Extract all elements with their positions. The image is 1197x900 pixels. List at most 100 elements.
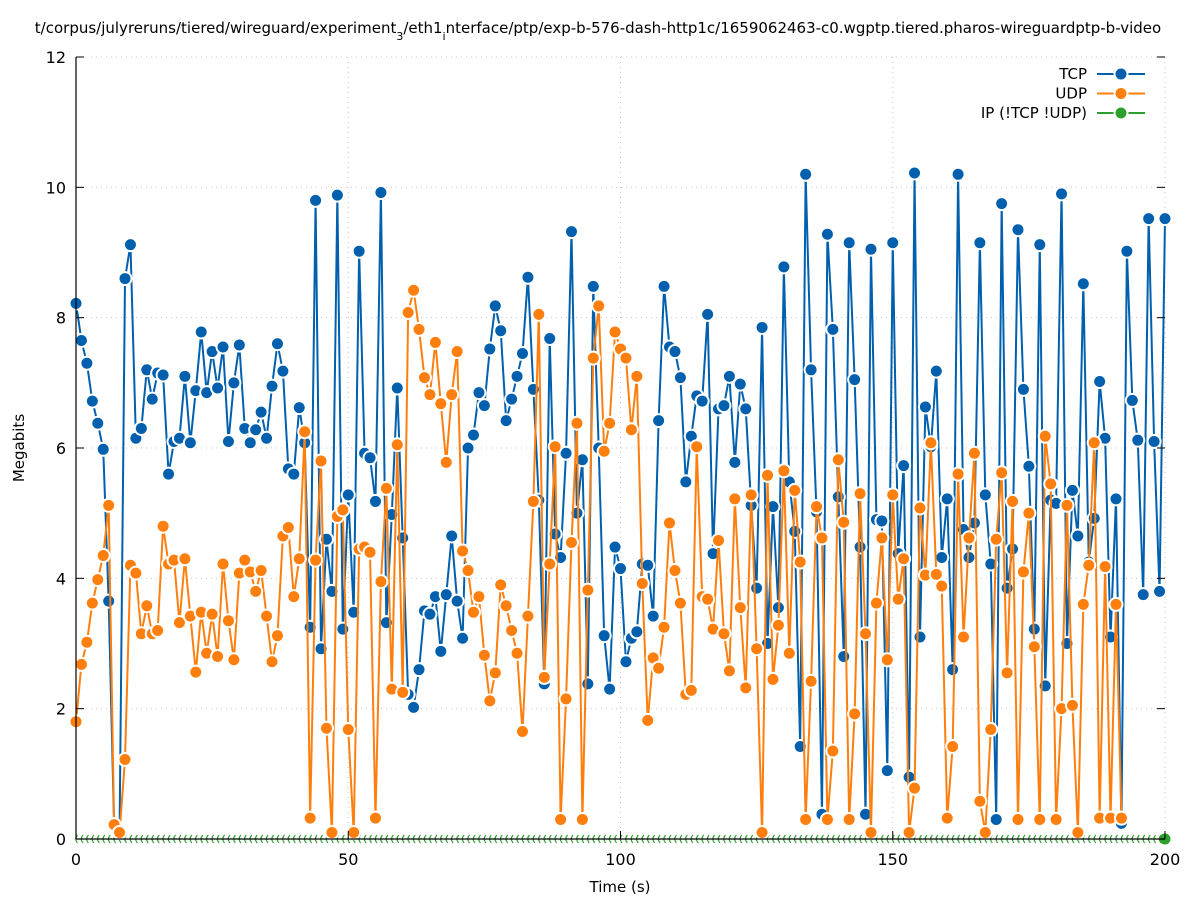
data-point <box>1130 432 1146 448</box>
legend-marker-swatch <box>1113 86 1129 101</box>
data-point <box>727 454 743 470</box>
data-point <box>1064 482 1080 498</box>
data-point <box>939 491 955 507</box>
title-segment: /eth1 <box>403 19 442 37</box>
data-point <box>291 400 307 416</box>
data-point <box>1119 243 1135 259</box>
data-point <box>275 363 291 379</box>
data-point <box>150 622 166 638</box>
data-point <box>139 598 155 614</box>
data-point <box>302 810 318 826</box>
data-point <box>259 608 275 624</box>
data-point <box>188 664 204 680</box>
data-point <box>912 500 928 516</box>
data-point <box>264 654 280 670</box>
data-point <box>438 587 454 603</box>
y-tick-label: 10 <box>46 178 66 197</box>
data-point <box>476 647 492 663</box>
data-point <box>721 368 737 384</box>
data-point <box>498 598 514 614</box>
data-point <box>237 552 253 568</box>
data-point <box>672 370 688 386</box>
data-point <box>966 445 982 461</box>
data-point <box>362 450 378 466</box>
data-point <box>569 415 585 431</box>
data-point <box>395 684 411 700</box>
data-point <box>1026 639 1042 655</box>
data-point <box>907 165 923 181</box>
data-point <box>1092 374 1108 390</box>
data-point <box>1010 222 1026 238</box>
data-point <box>988 811 1004 827</box>
data-point <box>553 811 569 827</box>
data-point <box>923 435 939 451</box>
data-point <box>1064 697 1080 713</box>
y-axis-label: Megabits <box>10 414 28 482</box>
data-point <box>618 350 634 366</box>
data-point <box>814 530 830 546</box>
data-point <box>585 278 601 294</box>
data-point <box>101 497 117 513</box>
data-point <box>983 722 999 738</box>
legend-item: UDP <box>1055 85 1145 103</box>
data-point <box>879 652 895 668</box>
grid-lines <box>76 56 1166 839</box>
data-point <box>264 378 280 394</box>
data-point <box>226 652 242 668</box>
data-point <box>983 556 999 572</box>
data-point <box>286 589 302 605</box>
data-point <box>155 518 171 534</box>
data-point <box>798 166 814 182</box>
data-point <box>1097 559 1113 575</box>
data-point <box>825 321 841 337</box>
data-point <box>994 465 1010 481</box>
data-point <box>950 166 966 182</box>
data-point <box>803 673 819 689</box>
data-point <box>1135 587 1151 603</box>
y-tick-label: 4 <box>56 569 66 588</box>
x-axis-label: Time (s) <box>589 878 651 896</box>
data-point <box>781 645 797 661</box>
data-point <box>885 487 901 503</box>
data-point <box>716 626 732 642</box>
data-point <box>308 192 324 208</box>
data-point <box>776 259 792 275</box>
data-point <box>1015 381 1031 397</box>
data-point <box>416 370 432 386</box>
data-point <box>542 331 558 347</box>
title-subscript: i <box>443 30 446 43</box>
data-point <box>754 824 770 840</box>
data-point <box>373 574 389 590</box>
data-point <box>1005 493 1021 509</box>
data-point <box>215 556 231 572</box>
data-point <box>841 811 857 827</box>
data-point <box>700 591 716 607</box>
data-point <box>297 424 313 440</box>
x-tick-label: 100 <box>605 850 636 869</box>
data-point <box>760 467 776 483</box>
data-point <box>117 271 133 287</box>
data-point <box>607 324 623 340</box>
data-point <box>977 824 993 840</box>
data-point <box>896 551 912 567</box>
data-point <box>885 235 901 251</box>
data-point <box>422 387 438 403</box>
x-tick-label: 50 <box>338 850 358 869</box>
data-point <box>177 368 193 384</box>
data-point <box>1043 476 1059 492</box>
data-point <box>400 304 416 320</box>
data-point <box>253 404 269 420</box>
data-point <box>438 454 454 470</box>
data-point <box>1070 528 1086 544</box>
data-point <box>787 482 803 498</box>
data-point <box>161 466 177 482</box>
axes: 0 2 4 6 8 10 12 0 50 100 150 200 <box>46 48 1181 869</box>
data-point <box>308 552 324 568</box>
data-point <box>863 824 879 840</box>
data-point <box>945 738 961 754</box>
data-point <box>678 474 694 490</box>
data-point <box>558 445 574 461</box>
data-point <box>242 435 258 451</box>
data-point <box>977 487 993 503</box>
